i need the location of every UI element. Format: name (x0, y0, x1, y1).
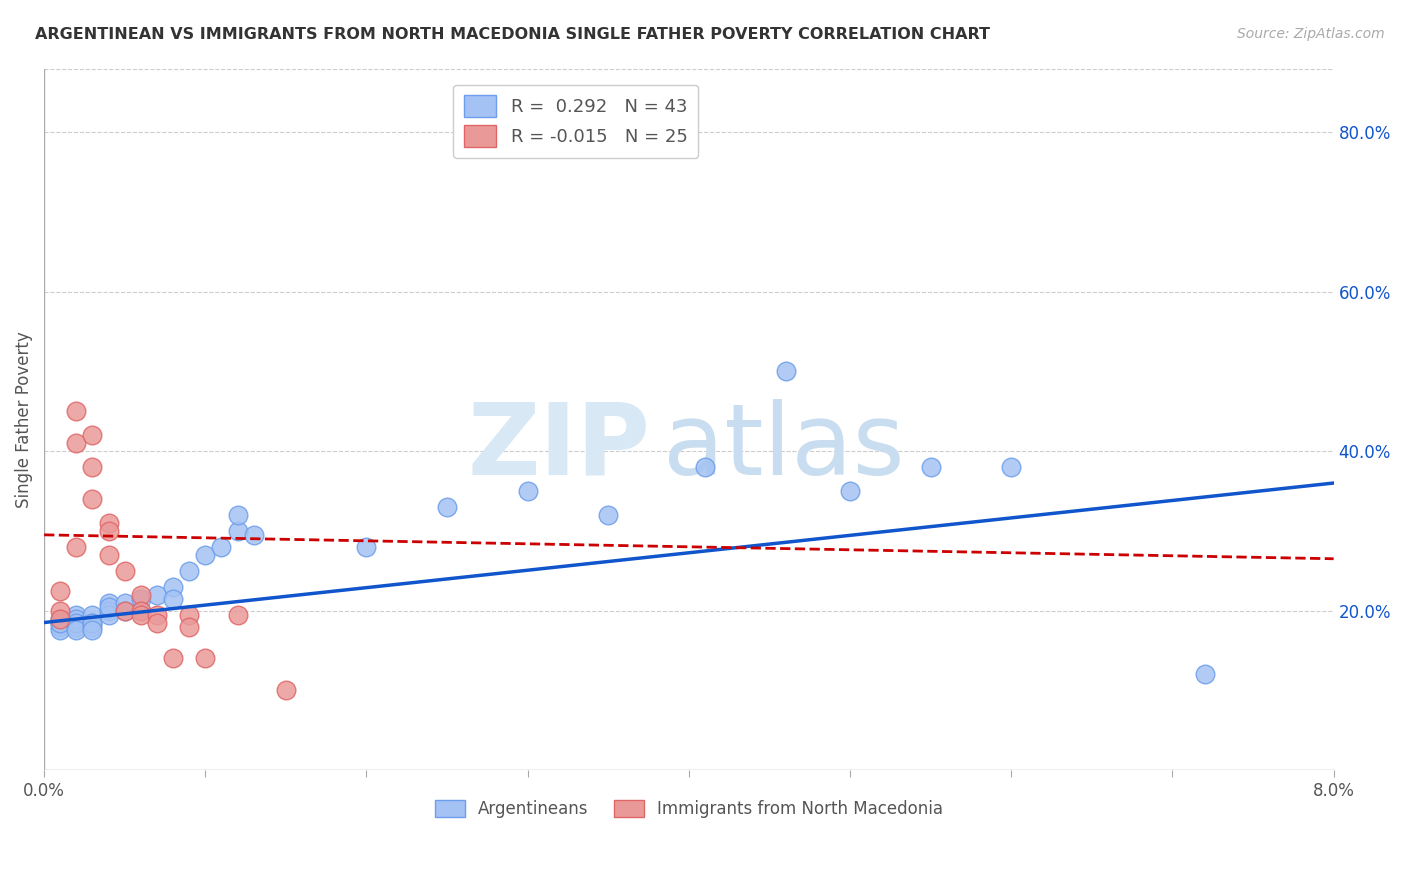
Point (49, 615, 72, 630)
Point (179, 619, 201, 633)
Point (49, 603, 72, 617)
Point (65, 624, 87, 638)
Point (194, 548, 217, 562)
Point (146, 615, 169, 630)
Point (179, 564, 201, 578)
Point (65, 540, 87, 554)
Point (97, 516, 120, 530)
Point (49, 611, 72, 625)
Point (97, 607, 120, 622)
Point (49, 615, 72, 630)
Point (49, 624, 72, 638)
Point (114, 603, 136, 617)
Y-axis label: Single Father Poverty: Single Father Poverty (15, 331, 32, 508)
Text: ZIP: ZIP (467, 399, 650, 496)
Point (97, 596, 120, 610)
Point (194, 651, 217, 665)
Point (65, 436, 87, 450)
Point (82, 491, 104, 506)
Point (226, 524, 249, 538)
Point (97, 524, 120, 538)
Point (65, 607, 87, 622)
Point (436, 500, 458, 514)
Point (114, 564, 136, 578)
Point (1000, 460, 1022, 475)
Point (1194, 667, 1216, 681)
Point (162, 651, 184, 665)
Point (146, 607, 169, 622)
Point (920, 460, 942, 475)
Point (162, 580, 184, 594)
Point (49, 583, 72, 598)
Point (242, 528, 264, 542)
Point (82, 460, 104, 475)
Point (49, 619, 72, 633)
Point (598, 508, 620, 522)
Point (97, 548, 120, 562)
Point (146, 588, 169, 602)
Point (209, 540, 232, 554)
Text: Source: ZipAtlas.com: Source: ZipAtlas.com (1237, 27, 1385, 41)
Point (65, 611, 87, 625)
Point (65, 615, 87, 630)
Point (226, 508, 249, 522)
Point (97, 603, 120, 617)
Point (82, 615, 104, 630)
Point (82, 619, 104, 633)
Point (82, 624, 104, 638)
Point (97, 599, 120, 614)
Point (114, 596, 136, 610)
Point (65, 619, 87, 633)
Point (839, 483, 862, 498)
Point (226, 607, 249, 622)
Point (114, 603, 136, 617)
Point (693, 460, 716, 475)
Point (129, 607, 152, 622)
Text: ARGENTINEAN VS IMMIGRANTS FROM NORTH MACEDONIA SINGLE FATHER POVERTY CORRELATION: ARGENTINEAN VS IMMIGRANTS FROM NORTH MAC… (35, 27, 990, 42)
Point (129, 591, 152, 606)
Point (775, 364, 797, 378)
Point (516, 483, 538, 498)
Point (82, 428, 104, 442)
Point (49, 611, 72, 625)
Point (129, 588, 152, 602)
Point (274, 683, 297, 698)
Point (65, 404, 87, 418)
Point (162, 591, 184, 606)
Point (179, 607, 201, 622)
Legend: Argentineans, Immigrants from North Macedonia: Argentineans, Immigrants from North Mace… (427, 793, 949, 825)
Point (65, 615, 87, 630)
Point (82, 615, 104, 630)
Point (129, 603, 152, 617)
Point (82, 607, 104, 622)
Point (356, 540, 378, 554)
Point (129, 603, 152, 617)
Text: atlas: atlas (664, 399, 904, 496)
